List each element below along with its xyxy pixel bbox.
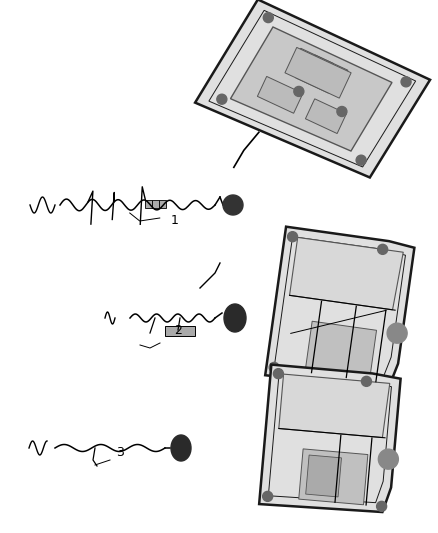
- Circle shape: [377, 502, 387, 511]
- Polygon shape: [305, 99, 346, 134]
- Polygon shape: [306, 455, 342, 497]
- Polygon shape: [165, 326, 195, 336]
- Circle shape: [273, 369, 283, 378]
- Circle shape: [378, 244, 388, 254]
- Polygon shape: [285, 47, 351, 98]
- Polygon shape: [195, 0, 430, 177]
- Circle shape: [217, 94, 227, 104]
- Circle shape: [263, 13, 273, 22]
- Polygon shape: [230, 27, 392, 151]
- Polygon shape: [279, 374, 390, 438]
- Ellipse shape: [171, 435, 191, 461]
- Circle shape: [378, 449, 398, 469]
- Circle shape: [223, 195, 243, 215]
- Polygon shape: [305, 321, 377, 382]
- Circle shape: [263, 491, 272, 502]
- Ellipse shape: [224, 304, 246, 332]
- Text: 1: 1: [171, 214, 179, 227]
- Polygon shape: [265, 227, 414, 390]
- Circle shape: [361, 376, 371, 386]
- Polygon shape: [159, 200, 166, 208]
- Polygon shape: [290, 237, 403, 310]
- Polygon shape: [294, 49, 333, 78]
- Circle shape: [337, 107, 347, 117]
- Circle shape: [382, 378, 392, 389]
- Text: 3: 3: [116, 446, 124, 458]
- Polygon shape: [258, 76, 303, 114]
- Text: 2: 2: [174, 324, 182, 336]
- Circle shape: [401, 77, 411, 87]
- Polygon shape: [308, 55, 348, 85]
- Polygon shape: [296, 63, 335, 93]
- Circle shape: [269, 362, 279, 373]
- Polygon shape: [259, 365, 401, 512]
- Circle shape: [287, 232, 297, 241]
- Circle shape: [356, 155, 366, 165]
- Circle shape: [387, 323, 407, 343]
- Polygon shape: [299, 449, 368, 505]
- Polygon shape: [145, 200, 152, 208]
- Polygon shape: [152, 200, 159, 208]
- Circle shape: [294, 86, 304, 96]
